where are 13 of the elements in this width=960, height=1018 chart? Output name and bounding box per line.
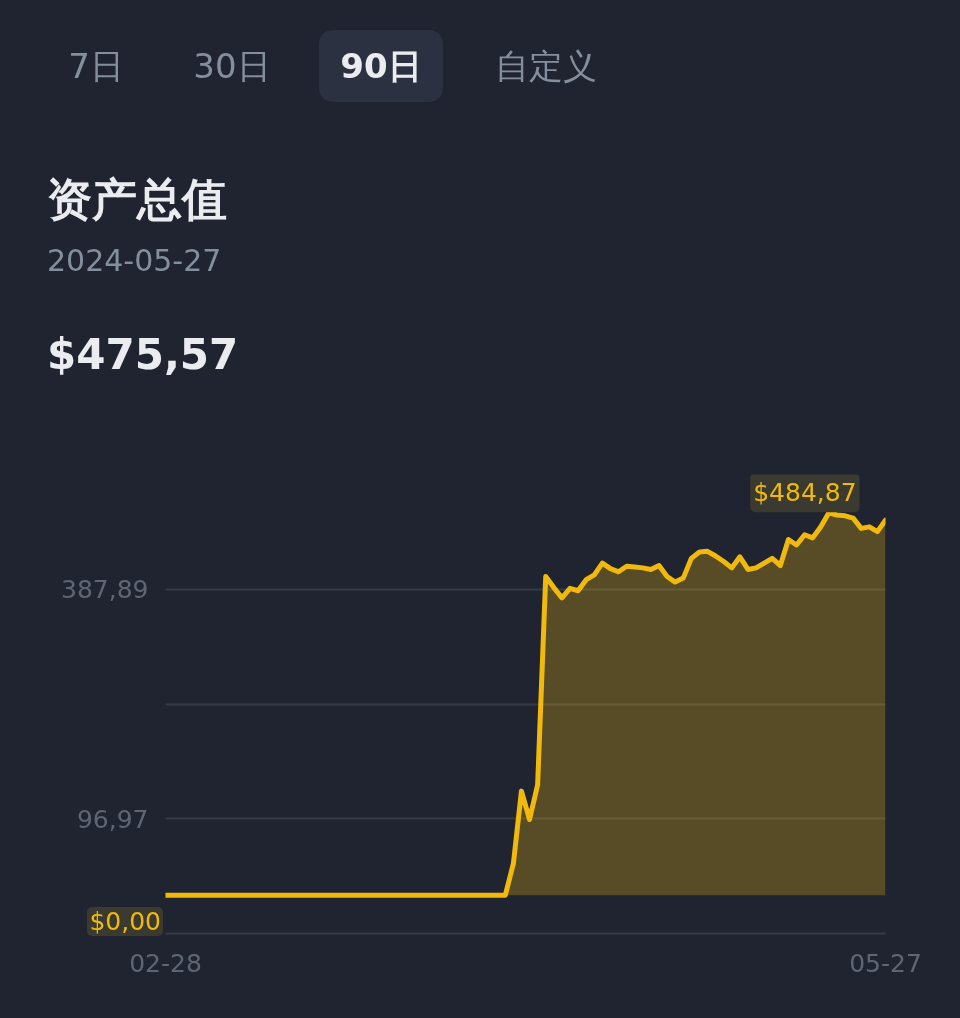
text: 30日 xyxy=(193,44,271,88)
text: 90日 xyxy=(340,44,422,88)
y-tick-label: 387,89 xyxy=(61,575,149,605)
x-tick-label: 02-28 xyxy=(129,948,202,978)
chart-title: 资产总值 xyxy=(47,171,227,228)
annotation: $0,00 xyxy=(87,906,163,936)
annotation: $484,87 xyxy=(753,478,857,508)
x-tick-label: 05-27 xyxy=(849,948,922,978)
text: 自定义 xyxy=(495,44,597,88)
chart-subtitle: 2024-05-27 xyxy=(47,241,222,280)
text: 7日 xyxy=(68,44,124,88)
y-tick-label: 96,97 xyxy=(76,804,149,834)
text: $475,57 xyxy=(47,329,239,381)
